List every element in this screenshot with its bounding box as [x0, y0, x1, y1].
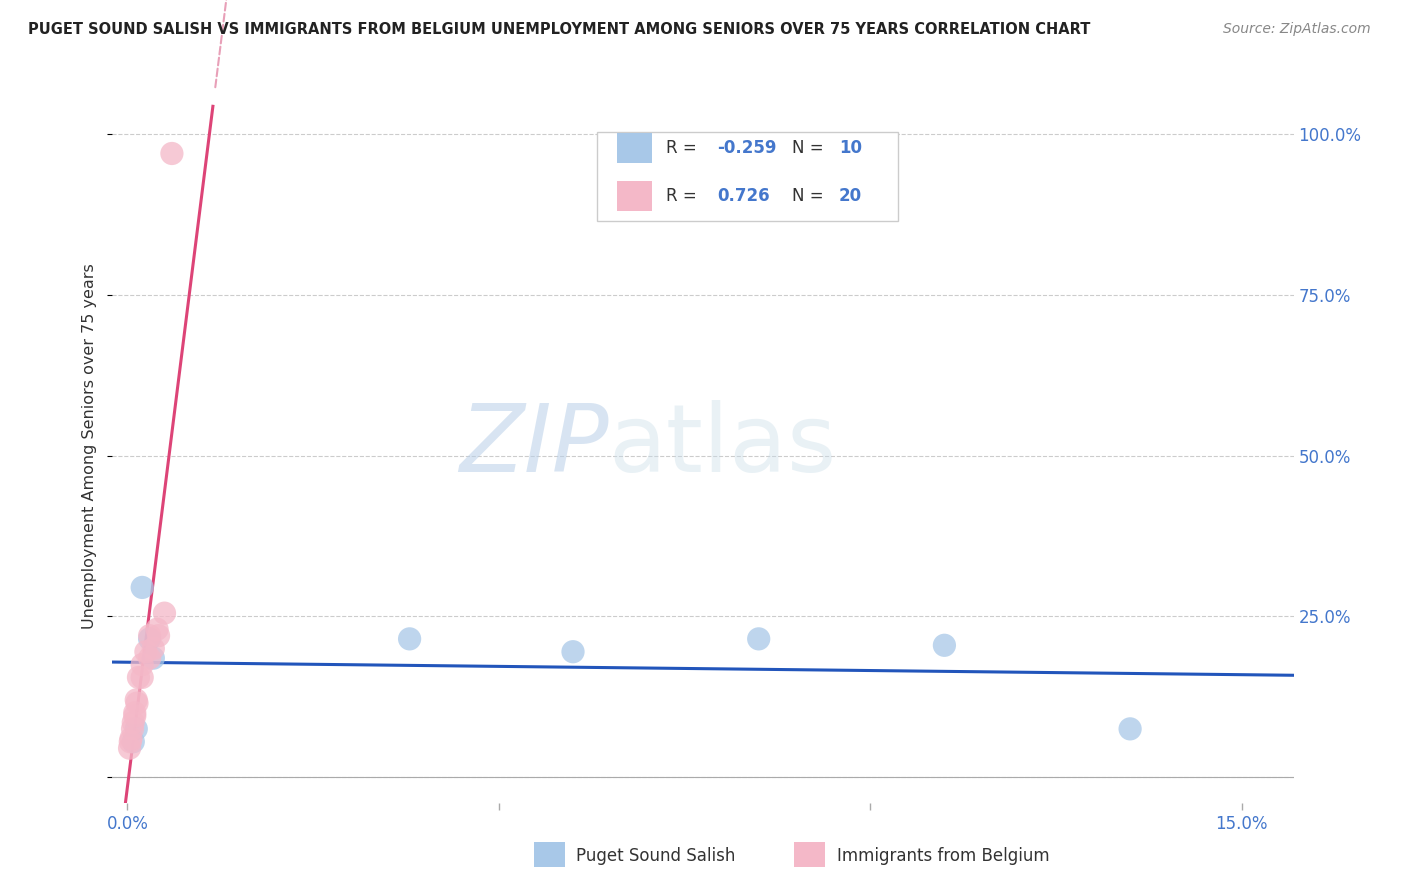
Point	[398, 632, 420, 646]
FancyBboxPatch shape	[617, 180, 652, 211]
Point	[748, 632, 770, 646]
Text: 20: 20	[839, 186, 862, 204]
Point	[142, 651, 165, 665]
Text: Source: ZipAtlas.com: Source: ZipAtlas.com	[1223, 22, 1371, 37]
Text: atlas: atlas	[609, 400, 837, 492]
Text: Puget Sound Salish: Puget Sound Salish	[576, 847, 735, 865]
Text: 10: 10	[839, 139, 862, 157]
FancyBboxPatch shape	[596, 132, 898, 221]
Point	[148, 629, 170, 643]
Point	[120, 731, 142, 746]
Text: PUGET SOUND SALISH VS IMMIGRANTS FROM BELGIUM UNEMPLOYMENT AMONG SENIORS OVER 75: PUGET SOUND SALISH VS IMMIGRANTS FROM BE…	[28, 22, 1091, 37]
Point	[124, 709, 146, 723]
Y-axis label: Unemployment Among Seniors over 75 years: Unemployment Among Seniors over 75 years	[82, 263, 97, 629]
Point	[135, 645, 157, 659]
Point	[153, 606, 176, 620]
Point	[127, 670, 149, 684]
Point	[146, 622, 169, 636]
Point	[125, 722, 148, 736]
FancyBboxPatch shape	[617, 133, 652, 162]
Text: R =: R =	[666, 186, 703, 204]
Point	[142, 641, 165, 656]
Point	[131, 670, 153, 684]
Text: ZIP: ZIP	[458, 401, 609, 491]
Point	[118, 741, 141, 756]
Text: 0.726: 0.726	[717, 186, 770, 204]
Point	[1119, 722, 1142, 736]
Point	[131, 581, 153, 595]
Text: Immigrants from Belgium: Immigrants from Belgium	[837, 847, 1049, 865]
Point	[131, 657, 153, 672]
Point	[138, 629, 160, 643]
Point	[160, 146, 183, 161]
Point	[934, 638, 956, 652]
Text: N =: N =	[792, 139, 828, 157]
Point	[122, 735, 145, 749]
Point	[122, 715, 145, 730]
Point	[138, 632, 160, 646]
Point	[125, 696, 148, 710]
Text: R =: R =	[666, 139, 703, 157]
Point	[125, 693, 148, 707]
Point	[138, 651, 160, 665]
Point	[121, 722, 143, 736]
Point	[120, 735, 142, 749]
Text: N =: N =	[792, 186, 828, 204]
Point	[562, 645, 585, 659]
Text: -0.259: -0.259	[717, 139, 776, 157]
Point	[124, 706, 146, 720]
